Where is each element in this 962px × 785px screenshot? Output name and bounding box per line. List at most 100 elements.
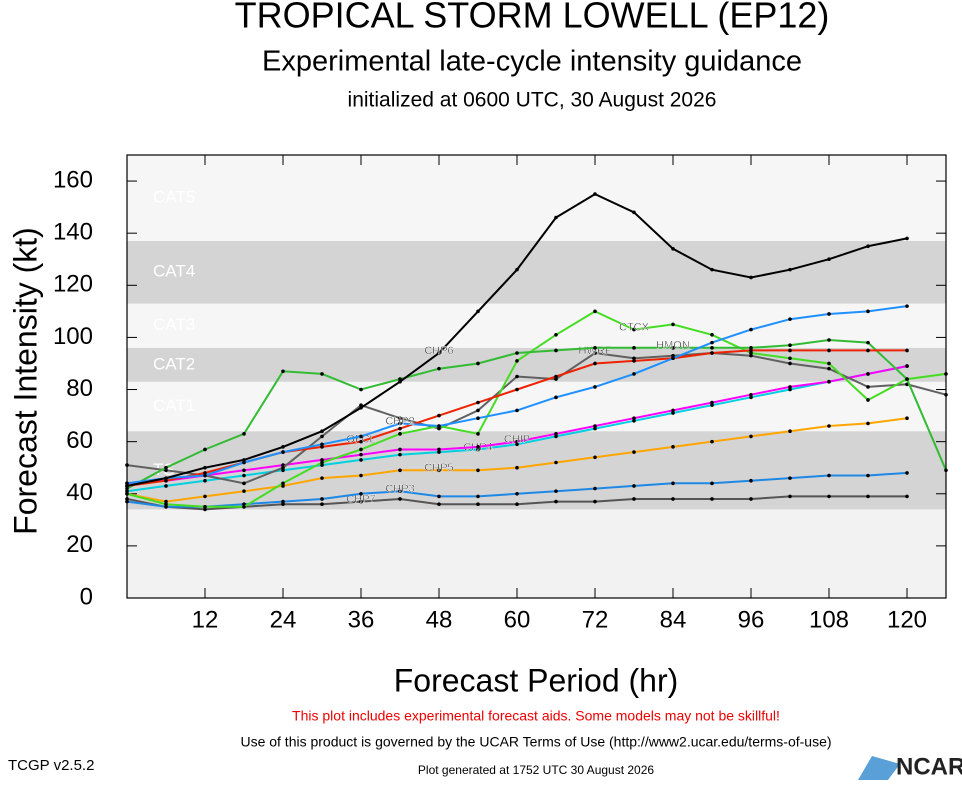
data-point bbox=[905, 416, 909, 420]
band-label: CAT2 bbox=[153, 354, 195, 373]
series-label: HMON bbox=[656, 340, 690, 352]
data-point bbox=[827, 366, 831, 371]
data-point bbox=[905, 471, 909, 475]
data-point bbox=[710, 333, 714, 337]
data-point bbox=[359, 452, 363, 457]
data-point bbox=[671, 346, 675, 350]
data-point bbox=[749, 478, 753, 483]
data-point bbox=[203, 465, 207, 470]
data-point bbox=[671, 445, 675, 449]
data-point bbox=[593, 455, 597, 460]
data-point bbox=[242, 468, 246, 473]
data-point bbox=[437, 351, 441, 355]
category-band bbox=[127, 240, 946, 304]
data-point bbox=[281, 445, 285, 449]
data-point bbox=[749, 353, 753, 358]
y-axis-title: Forecast Intensity (kt) bbox=[7, 227, 43, 535]
data-point bbox=[749, 395, 753, 400]
data-point bbox=[671, 408, 675, 413]
data-point bbox=[476, 494, 480, 499]
data-point bbox=[593, 346, 597, 350]
data-point bbox=[827, 312, 831, 316]
data-point bbox=[437, 366, 441, 371]
x-tick-label: 60 bbox=[504, 606, 531, 633]
chart-title: TROPICAL STORM LOWELL (EP12) bbox=[235, 0, 830, 36]
x-tick-label: 48 bbox=[426, 606, 453, 633]
data-point bbox=[398, 497, 402, 501]
data-point bbox=[788, 387, 792, 392]
data-point bbox=[827, 379, 831, 384]
data-point bbox=[164, 476, 168, 480]
data-point bbox=[554, 434, 558, 439]
data-point bbox=[749, 351, 753, 355]
data-point bbox=[827, 494, 831, 499]
series-label: CHP5 bbox=[424, 462, 453, 474]
data-point bbox=[827, 338, 831, 342]
data-point bbox=[164, 499, 168, 504]
data-point bbox=[593, 486, 597, 491]
data-point bbox=[476, 309, 480, 314]
y-tick-label: 20 bbox=[66, 531, 93, 558]
band-label: CAT3 bbox=[153, 315, 195, 334]
version: TCGP v2.5.2 bbox=[8, 757, 94, 774]
data-point bbox=[476, 445, 480, 449]
data-point bbox=[671, 411, 675, 415]
data-point bbox=[593, 499, 597, 504]
data-point bbox=[437, 502, 441, 506]
series-line bbox=[126, 351, 947, 485]
data-point bbox=[827, 257, 831, 262]
data-point bbox=[749, 327, 753, 332]
data-point bbox=[632, 419, 636, 423]
data-point bbox=[866, 244, 870, 249]
data-point bbox=[164, 484, 168, 488]
data-point bbox=[437, 426, 441, 431]
data-point bbox=[242, 473, 246, 478]
data-point bbox=[554, 374, 558, 379]
data-point bbox=[749, 275, 753, 280]
category-band bbox=[127, 381, 946, 432]
data-point bbox=[905, 494, 909, 499]
data-point bbox=[359, 387, 363, 392]
series-label: CHP7 bbox=[346, 493, 375, 505]
data-point bbox=[203, 504, 207, 509]
data-point bbox=[632, 372, 636, 376]
data-point bbox=[476, 447, 480, 452]
data-point bbox=[827, 424, 831, 428]
terms: Use of this product is governed by the U… bbox=[240, 734, 831, 750]
generated: Plot generated at 1752 UTC 30 August 202… bbox=[418, 763, 654, 777]
data-point bbox=[905, 236, 909, 241]
data-point bbox=[359, 447, 363, 452]
data-point bbox=[281, 481, 285, 486]
x-tick-label: 36 bbox=[348, 606, 375, 633]
data-point bbox=[554, 377, 558, 381]
x-tick-label: 96 bbox=[738, 606, 765, 633]
data-point bbox=[905, 364, 909, 368]
x-tick-label: 24 bbox=[270, 606, 297, 633]
data-point bbox=[554, 460, 558, 465]
data-point bbox=[476, 361, 480, 366]
data-point bbox=[320, 429, 324, 434]
data-point bbox=[788, 476, 792, 480]
data-point bbox=[164, 465, 168, 470]
data-point bbox=[164, 468, 168, 473]
y-tick-label: 100 bbox=[53, 323, 93, 350]
data-point bbox=[593, 426, 597, 431]
series-label: CTCX bbox=[619, 322, 650, 334]
data-point bbox=[320, 445, 324, 449]
data-point bbox=[554, 489, 558, 493]
data-point bbox=[515, 502, 519, 506]
y-tick-label: 40 bbox=[66, 479, 93, 506]
chart-subtitle: Experimental late-cycle intensity guidan… bbox=[262, 46, 802, 78]
data-point bbox=[749, 392, 753, 397]
data-point bbox=[632, 484, 636, 488]
data-point bbox=[242, 458, 246, 462]
data-point bbox=[788, 385, 792, 389]
data-point bbox=[710, 439, 714, 444]
data-point bbox=[827, 361, 831, 366]
data-point bbox=[749, 497, 753, 501]
data-point bbox=[320, 434, 324, 439]
data-point bbox=[281, 468, 285, 473]
data-point bbox=[515, 408, 519, 413]
series-label: CHP2 bbox=[385, 415, 414, 427]
data-point bbox=[710, 267, 714, 272]
